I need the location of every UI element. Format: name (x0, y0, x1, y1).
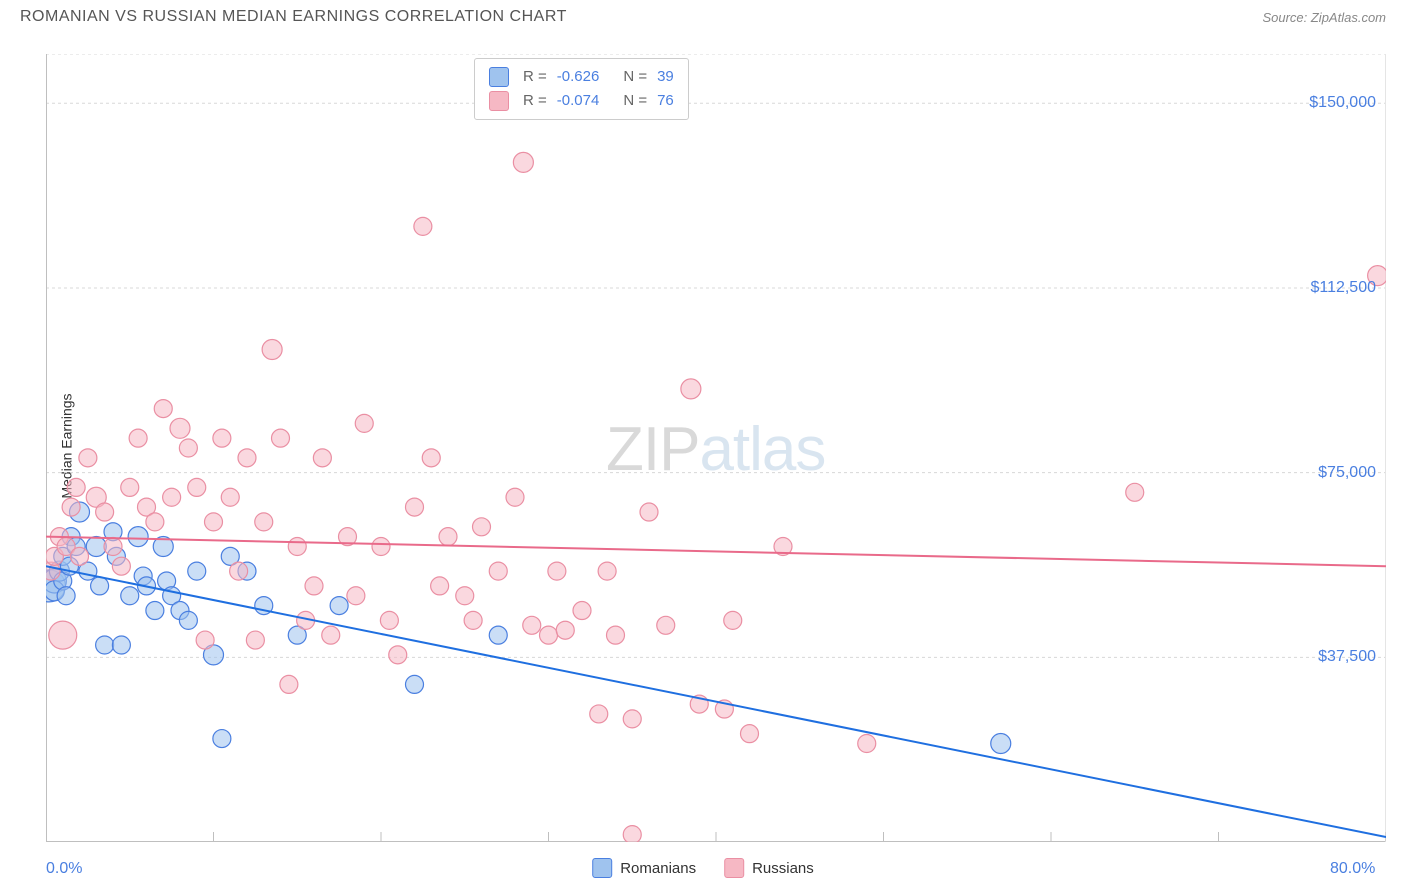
chart-area: ZIPatlas R = -0.626N = 39R = -0.074N = 7… (46, 54, 1386, 842)
legend-swatch (489, 67, 509, 87)
legend-bottom: Romanians Russians (592, 858, 814, 878)
stat-n-label: N = (623, 89, 647, 113)
y-tick-label: $112,500 (1310, 279, 1376, 297)
legend-swatch (489, 91, 509, 111)
y-tick-label: $37,500 (1318, 648, 1376, 666)
scatter-plot-svg (46, 54, 1386, 842)
chart-source: Source: ZipAtlas.com (1262, 10, 1386, 25)
y-tick-label: $75,000 (1318, 464, 1376, 482)
stats-row: R = -0.074 N = 76 (489, 89, 674, 113)
stat-r-value: -0.626 (557, 65, 600, 89)
stat-n-value: 39 (657, 65, 674, 89)
legend-swatch (724, 858, 744, 878)
legend-label: Romanians (620, 860, 696, 877)
stats-row: R = -0.626 N = 39 (489, 65, 674, 89)
chart-header: ROMANIAN VS RUSSIAN MEDIAN EARNINGS CORR… (0, 0, 1406, 30)
correlation-stats-box: R = -0.626 N = 39 R = -0.074 N = 76 (474, 58, 689, 120)
stat-r-value: -0.074 (557, 89, 600, 113)
x-tick-label: 0.0% (46, 860, 82, 878)
legend-swatch (592, 858, 612, 878)
y-tick-label: $150,000 (1309, 94, 1376, 112)
chart-title: ROMANIAN VS RUSSIAN MEDIAN EARNINGS CORR… (20, 8, 567, 26)
legend-label: Russians (752, 860, 814, 877)
stat-n-label: N = (623, 65, 647, 89)
legend-item: Russians (724, 858, 814, 878)
stat-n-value: 76 (657, 89, 674, 113)
legend-item: Romanians (592, 858, 696, 878)
stat-r-label: R = (523, 89, 547, 113)
stat-r-label: R = (523, 65, 547, 89)
x-tick-label: 80.0% (1330, 860, 1375, 878)
